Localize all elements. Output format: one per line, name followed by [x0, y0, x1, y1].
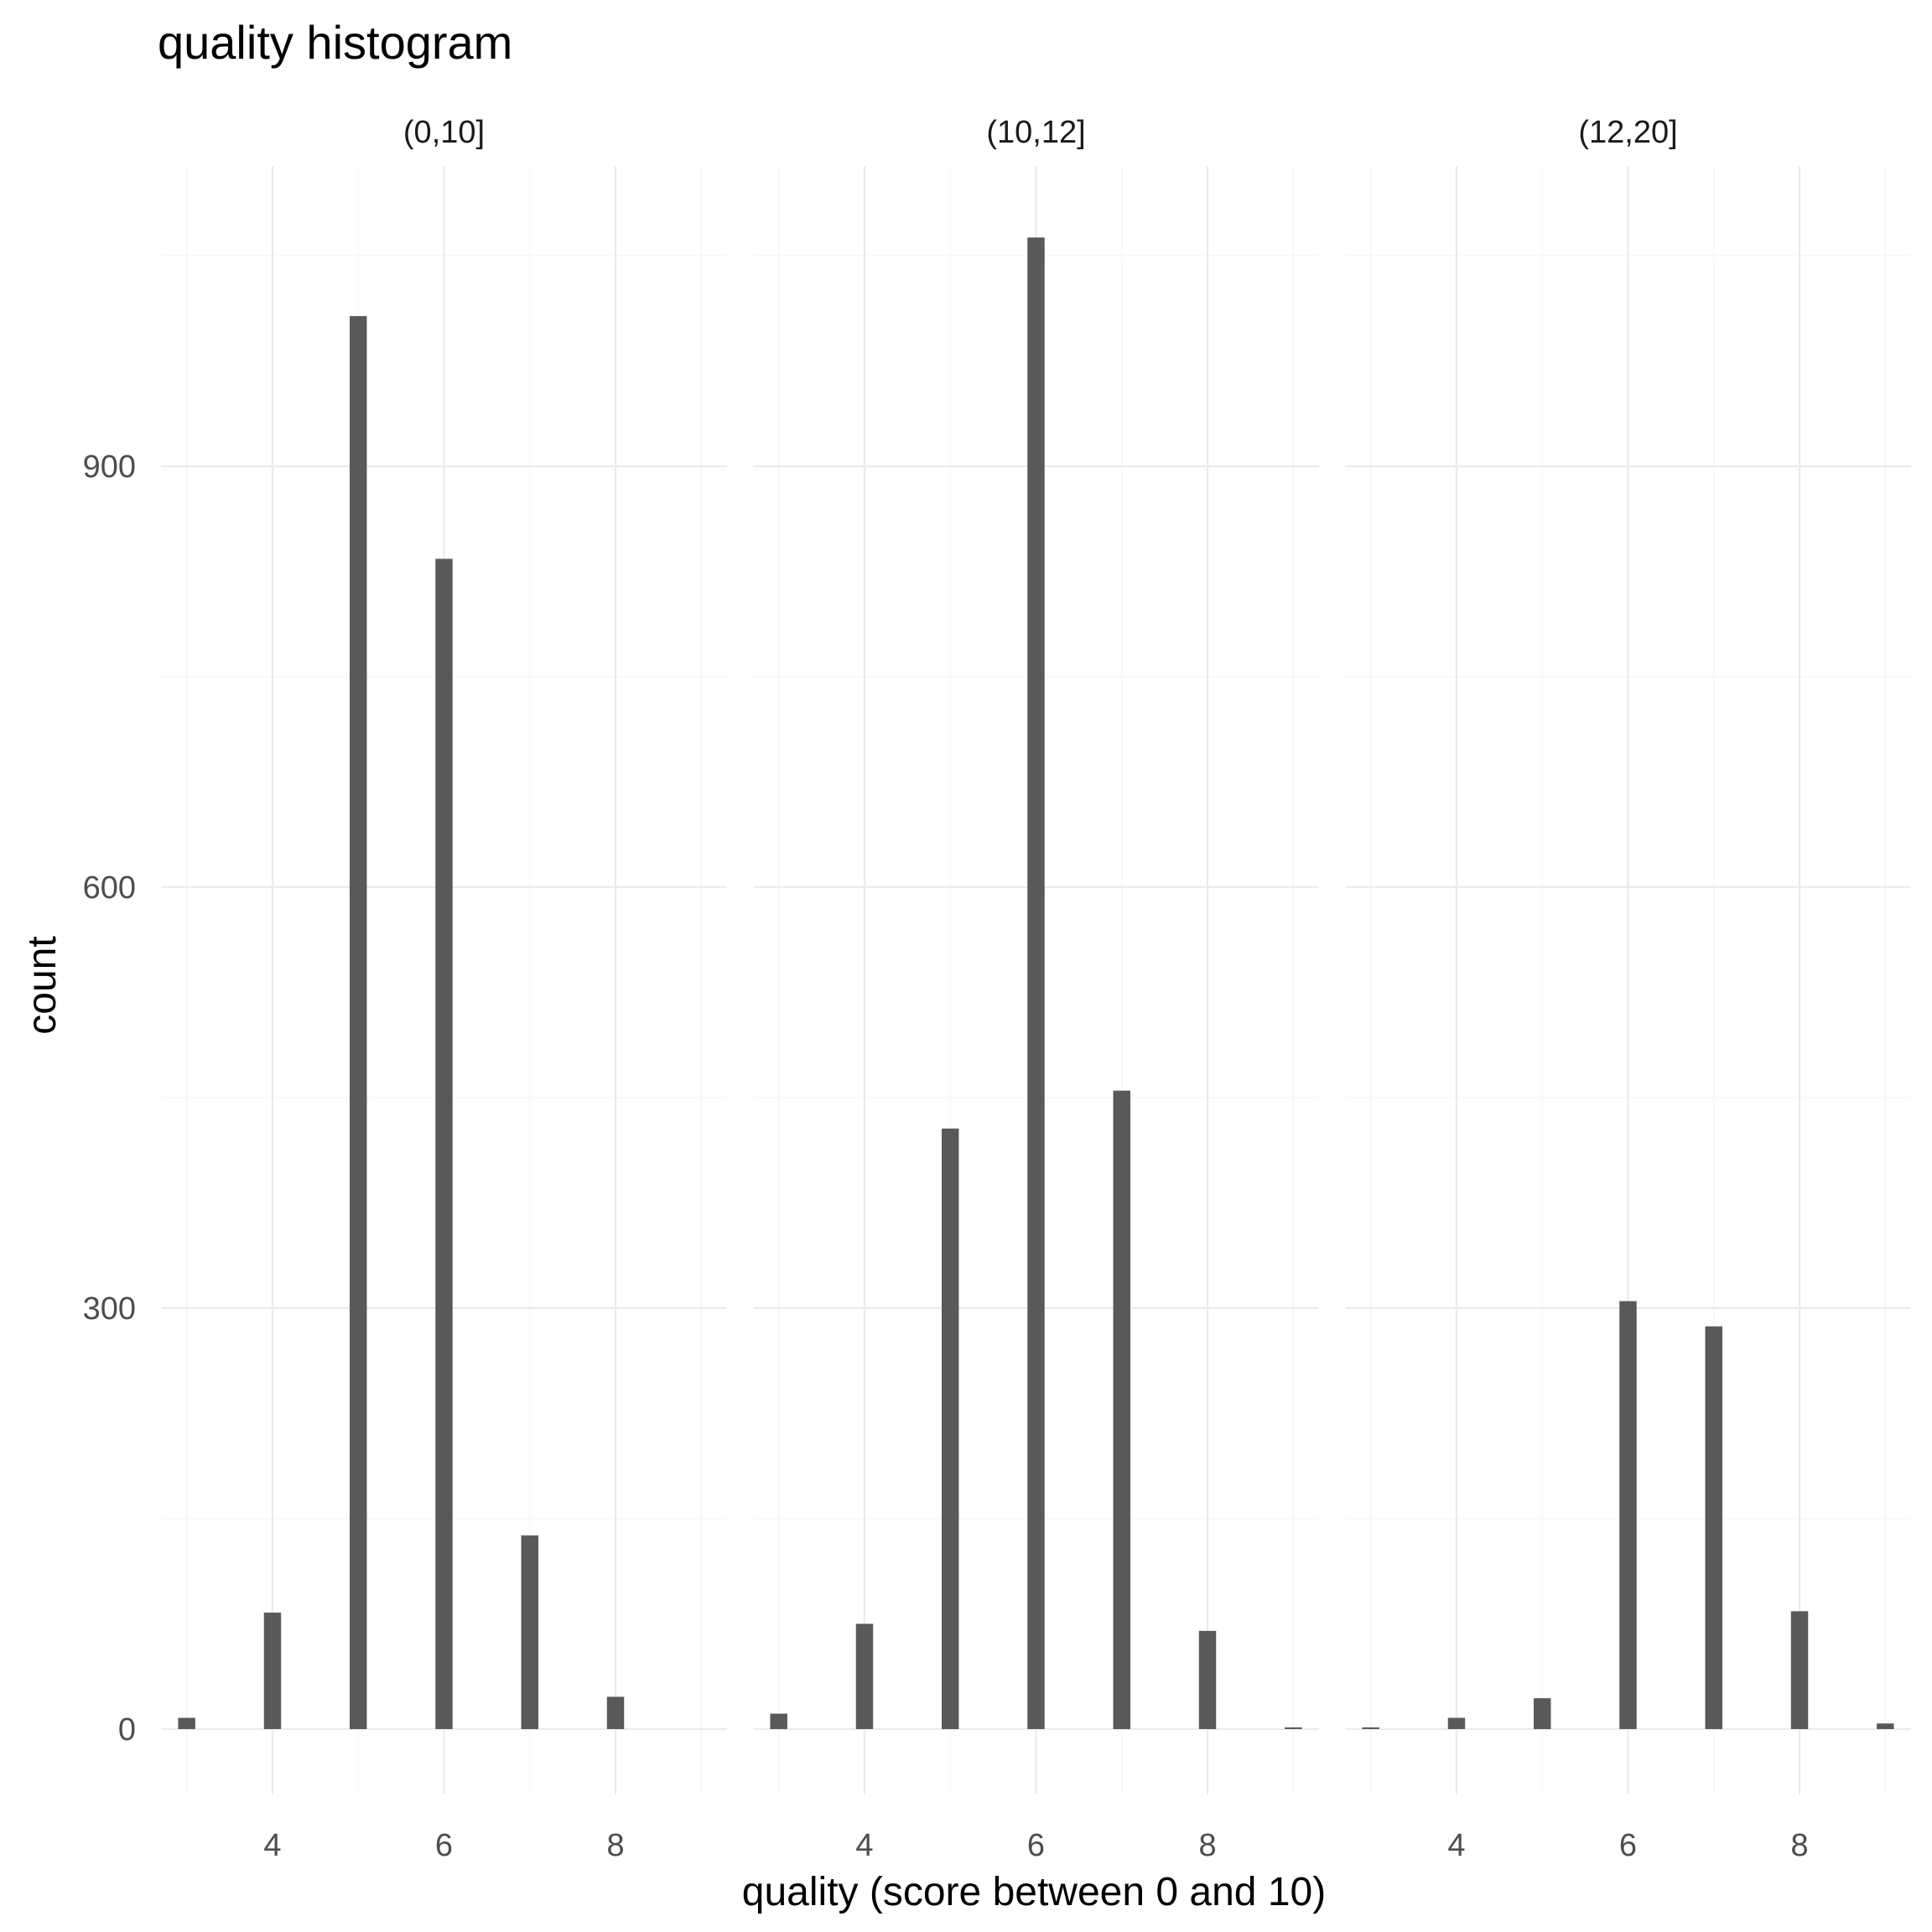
histogram-bar [855, 1623, 874, 1729]
histogram-bar [1790, 1611, 1809, 1729]
y-axis: 0 300 600 900 [83, 449, 136, 1748]
histogram-bar [1198, 1630, 1217, 1729]
facet-panel: (10,12] 4 6 8 [753, 115, 1319, 1863]
y-tick-label: 600 [83, 870, 136, 906]
histogram-bar [350, 315, 367, 1729]
histogram-bar [942, 1128, 959, 1729]
histogram-bar [1877, 1723, 1894, 1729]
y-tick-label: 0 [118, 1712, 136, 1748]
facet-panel: (0,10] 4 6 8 [161, 115, 727, 1863]
x-tick-label: 6 [435, 1828, 453, 1863]
facet-strip-label: (10,12] [986, 115, 1085, 150]
x-tick-label: 4 [1447, 1828, 1465, 1863]
x-axis-title: quality (score between 0 and 10) [742, 1870, 1326, 1914]
histogram-bar [263, 1613, 282, 1729]
histogram-bar [1113, 1090, 1130, 1729]
facet-strip-label: (0,10] [403, 115, 485, 150]
x-tick-label: 8 [606, 1828, 624, 1863]
histogram-bar [178, 1717, 195, 1729]
x-tick-label: 4 [855, 1828, 873, 1863]
chart-title: quality histogram [158, 16, 512, 69]
histogram-bar [770, 1713, 787, 1729]
facet-strip-label: (12,20] [1578, 115, 1677, 150]
histogram-bar [1619, 1301, 1637, 1729]
histogram-bar [1285, 1727, 1302, 1729]
facet-panels: (0,10] 4 6 8 (10,12] 4 6 8 (12,20] 4 6 8 [161, 115, 1911, 1863]
x-tick-label: 6 [1027, 1828, 1045, 1863]
histogram-bar [606, 1696, 625, 1729]
histogram-bar [521, 1535, 538, 1729]
y-tick-label: 900 [83, 449, 136, 485]
histogram-bar [1534, 1698, 1551, 1729]
histogram-bar [1362, 1727, 1379, 1729]
y-tick-label: 300 [83, 1291, 136, 1327]
histogram-bar [435, 558, 453, 1730]
x-tick-label: 4 [263, 1828, 281, 1863]
x-tick-label: 8 [1790, 1828, 1808, 1863]
facet-panel: (12,20] 4 6 8 [1345, 115, 1911, 1863]
histogram-bar [1705, 1326, 1722, 1729]
histogram-bar [1027, 237, 1045, 1729]
x-tick-label: 6 [1619, 1828, 1637, 1863]
histogram-bar [1447, 1717, 1466, 1729]
x-tick-label: 8 [1198, 1828, 1216, 1863]
y-axis-title: count [20, 936, 65, 1034]
